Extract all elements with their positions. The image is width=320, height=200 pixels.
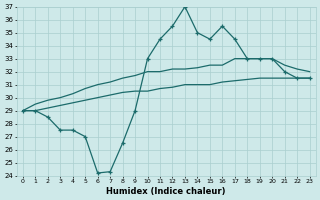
X-axis label: Humidex (Indice chaleur): Humidex (Indice chaleur) (107, 187, 226, 196)
